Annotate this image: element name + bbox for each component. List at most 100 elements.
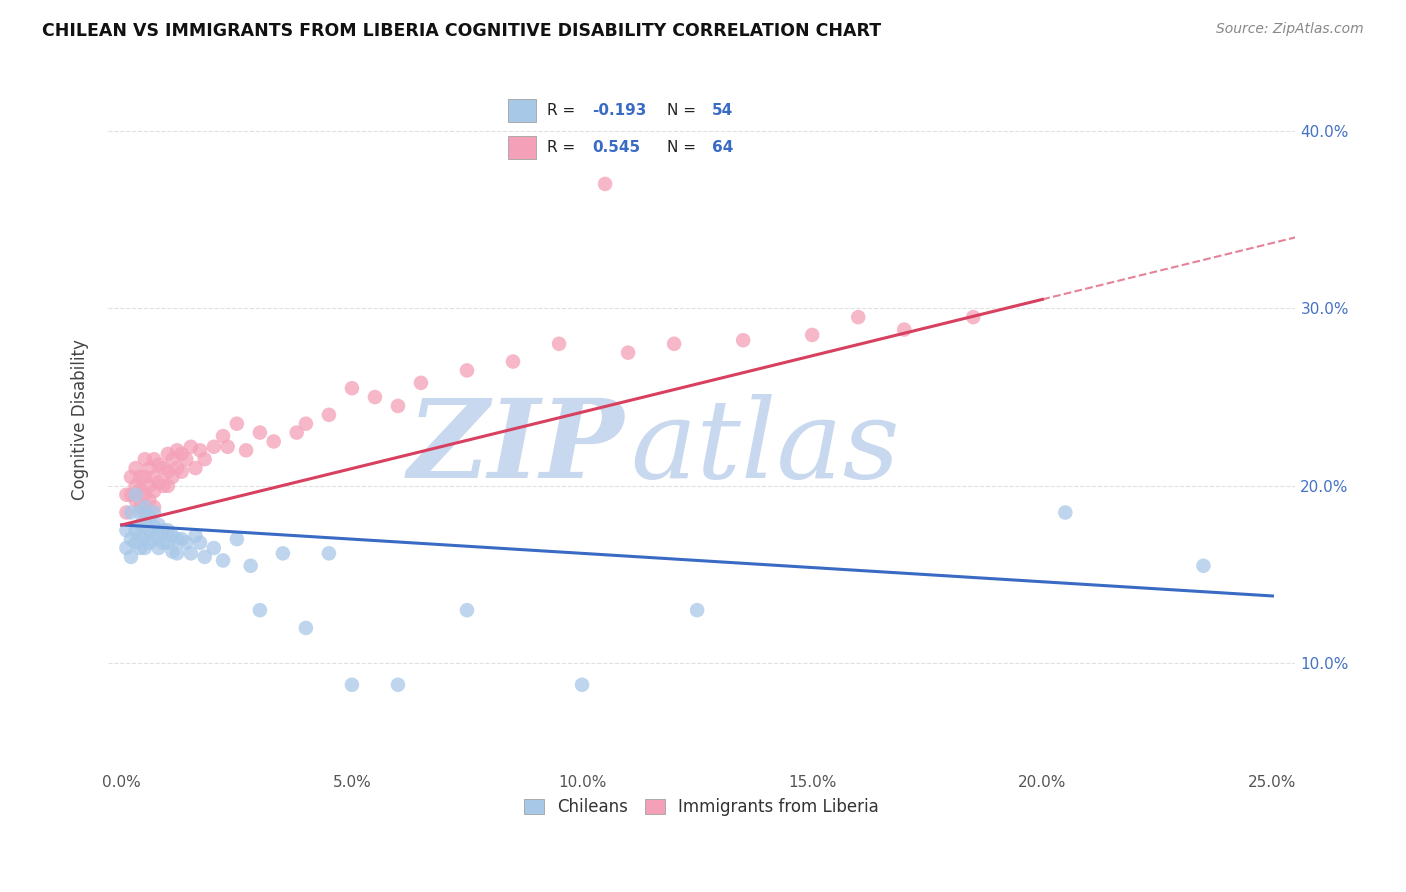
Point <box>138 461 160 475</box>
Point <box>162 544 184 558</box>
Point <box>138 493 160 508</box>
Point <box>170 447 193 461</box>
Point <box>148 528 170 542</box>
Point <box>134 506 156 520</box>
Point <box>134 500 156 515</box>
Point <box>962 310 984 325</box>
Point <box>115 506 138 520</box>
Point <box>801 327 824 342</box>
Point <box>124 493 146 508</box>
Point <box>318 408 340 422</box>
Point <box>249 425 271 440</box>
Point <box>194 452 217 467</box>
Point <box>593 177 616 191</box>
Point <box>129 541 152 555</box>
Point <box>129 470 152 484</box>
Point <box>143 484 166 499</box>
Point <box>156 447 179 461</box>
Point <box>202 541 225 555</box>
Point <box>571 678 593 692</box>
Point <box>340 678 363 692</box>
Point <box>1054 506 1077 520</box>
Point <box>134 470 156 484</box>
Point <box>239 558 262 573</box>
Point <box>134 514 156 528</box>
Point <box>124 488 146 502</box>
Point <box>152 461 174 475</box>
Point <box>180 440 202 454</box>
Point <box>166 546 188 560</box>
Point <box>129 506 152 520</box>
Point <box>263 434 285 449</box>
Point <box>188 443 211 458</box>
Text: atlas: atlas <box>630 393 900 501</box>
Point <box>152 523 174 537</box>
Point <box>124 479 146 493</box>
Point <box>456 603 478 617</box>
Point <box>162 528 184 542</box>
Point <box>124 461 146 475</box>
Point <box>180 546 202 560</box>
Point <box>138 479 160 493</box>
Point <box>120 488 142 502</box>
Point <box>364 390 387 404</box>
Point <box>166 461 188 475</box>
Point <box>156 465 179 479</box>
Point <box>143 500 166 515</box>
Point <box>387 399 409 413</box>
Point <box>129 517 152 532</box>
Point <box>134 488 156 502</box>
Point <box>148 458 170 472</box>
Point <box>148 541 170 555</box>
Point <box>115 541 138 555</box>
Point <box>295 621 318 635</box>
Point <box>188 535 211 549</box>
Text: ZIP: ZIP <box>408 393 624 501</box>
Point <box>115 523 138 537</box>
Point <box>138 509 160 524</box>
Point <box>120 506 142 520</box>
Point <box>733 333 755 347</box>
Point <box>148 475 170 490</box>
Point <box>217 440 239 454</box>
Point <box>129 483 152 497</box>
Point <box>152 479 174 493</box>
Point <box>409 376 432 390</box>
Point <box>387 678 409 692</box>
Point <box>134 528 156 542</box>
Point <box>143 532 166 546</box>
Point <box>143 519 166 533</box>
Point <box>202 440 225 454</box>
Point <box>143 452 166 467</box>
Legend: Chileans, Immigrants from Liberia: Chileans, Immigrants from Liberia <box>516 790 887 825</box>
Point <box>235 443 257 458</box>
Point <box>212 429 235 443</box>
Point <box>156 523 179 537</box>
Point <box>162 470 184 484</box>
Point <box>120 470 142 484</box>
Point <box>120 532 142 546</box>
Point <box>143 470 166 484</box>
Point <box>174 535 197 549</box>
Point <box>134 541 156 555</box>
Point <box>184 528 207 542</box>
Point <box>124 535 146 549</box>
Point <box>138 535 160 549</box>
Y-axis label: Cognitive Disability: Cognitive Disability <box>72 339 89 500</box>
Point <box>166 532 188 546</box>
Point <box>184 461 207 475</box>
Point <box>271 546 294 560</box>
Point <box>225 417 247 431</box>
Point <box>170 465 193 479</box>
Point <box>1192 558 1215 573</box>
Point <box>548 336 571 351</box>
Point <box>143 506 166 520</box>
Point <box>249 603 271 617</box>
Point <box>134 452 156 467</box>
Point <box>174 452 197 467</box>
Point <box>502 354 524 368</box>
Point <box>152 535 174 549</box>
Point <box>162 452 184 467</box>
Point <box>166 443 188 458</box>
Point <box>194 549 217 564</box>
